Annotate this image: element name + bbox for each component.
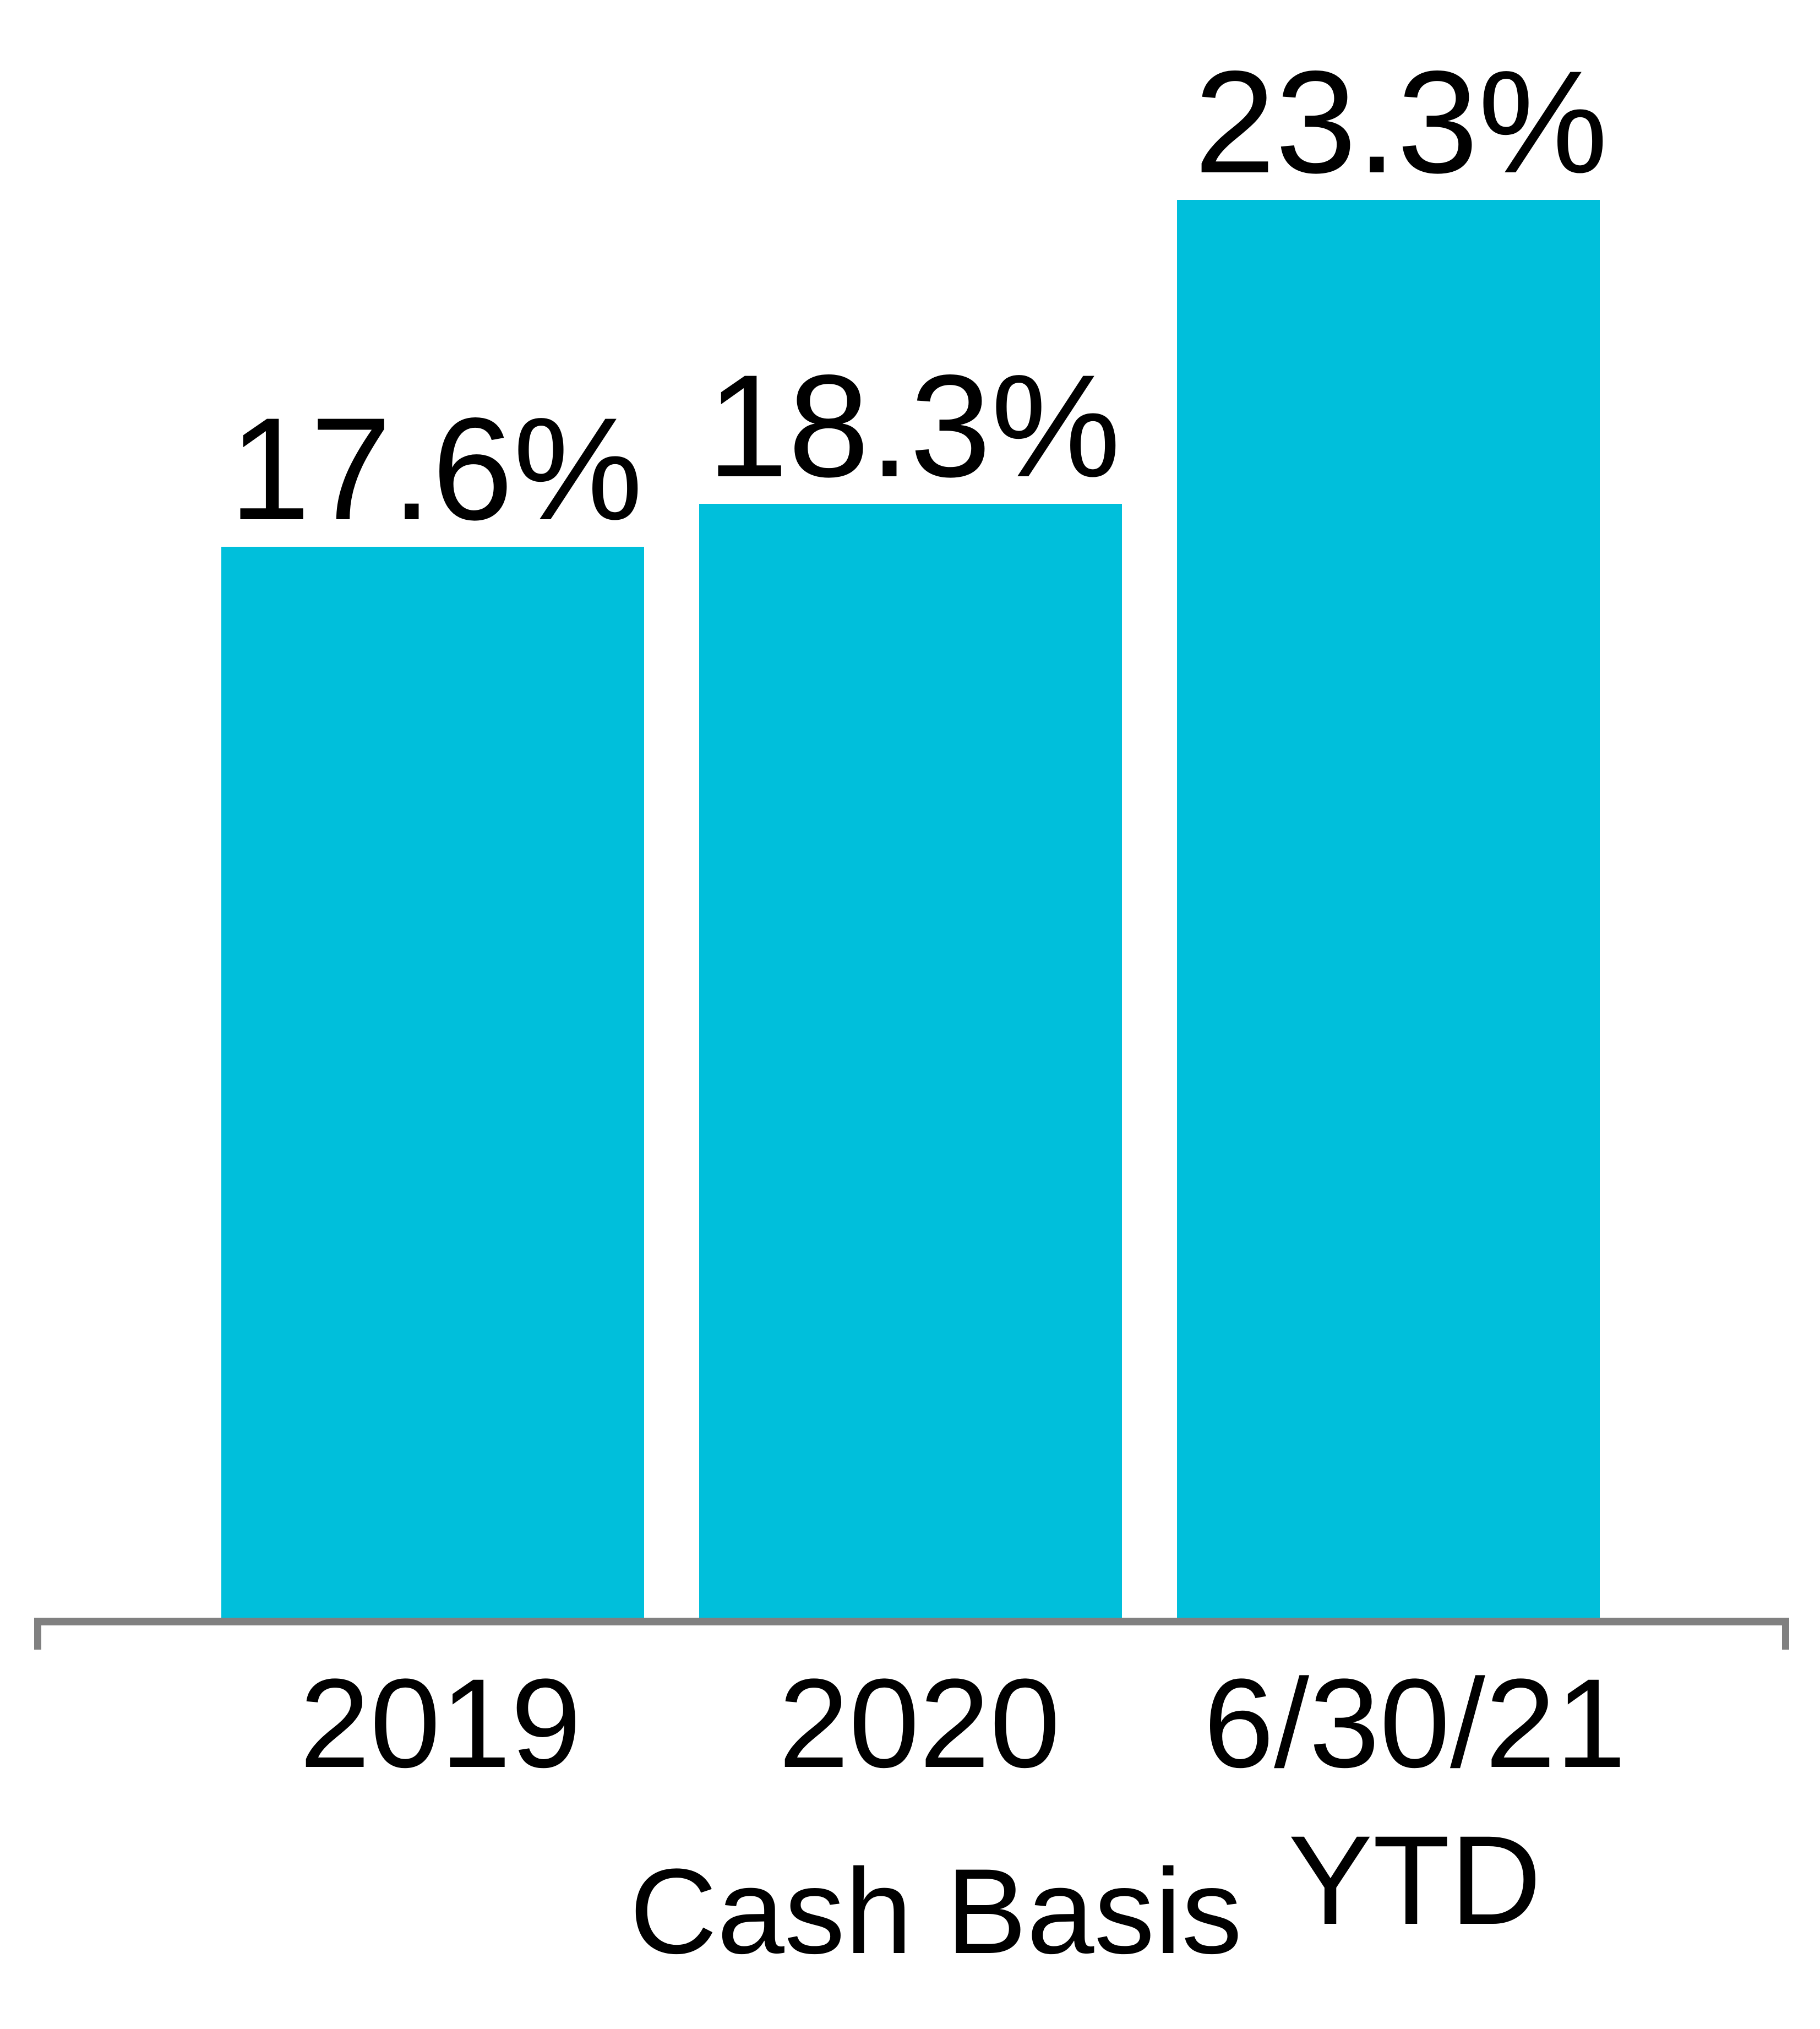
x-axis-line bbox=[34, 1618, 1789, 1625]
x-tick-label-6-30-21-line2: YTD bbox=[1288, 1809, 1541, 1951]
x-tick-label-2020: 2020 bbox=[778, 1645, 1060, 1802]
x-tick-label-2019-line1: 2019 bbox=[299, 1652, 581, 1794]
x-axis-tick-right bbox=[1782, 1618, 1789, 1650]
value-label-6-30-21-ytd: 23.3% bbox=[1194, 41, 1608, 204]
bar-2020 bbox=[699, 504, 1122, 1618]
x-tick-label-6-30-21-ytd: 6/30/21 YTD bbox=[1203, 1645, 1626, 1959]
x-tick-label-2019: 2019 bbox=[299, 1645, 581, 1802]
bar-2019 bbox=[221, 547, 644, 1618]
value-label-2019: 17.6% bbox=[229, 388, 643, 551]
x-axis-title: Cash Basis bbox=[629, 1843, 1243, 1979]
bar-6-30-21-ytd bbox=[1177, 200, 1600, 1618]
x-tick-label-6-30-21-line1: 6/30/21 bbox=[1203, 1652, 1626, 1794]
x-tick-label-2020-line1: 2020 bbox=[778, 1652, 1060, 1794]
x-axis-tick-left bbox=[34, 1618, 41, 1650]
value-label-2020: 18.3% bbox=[707, 345, 1121, 508]
